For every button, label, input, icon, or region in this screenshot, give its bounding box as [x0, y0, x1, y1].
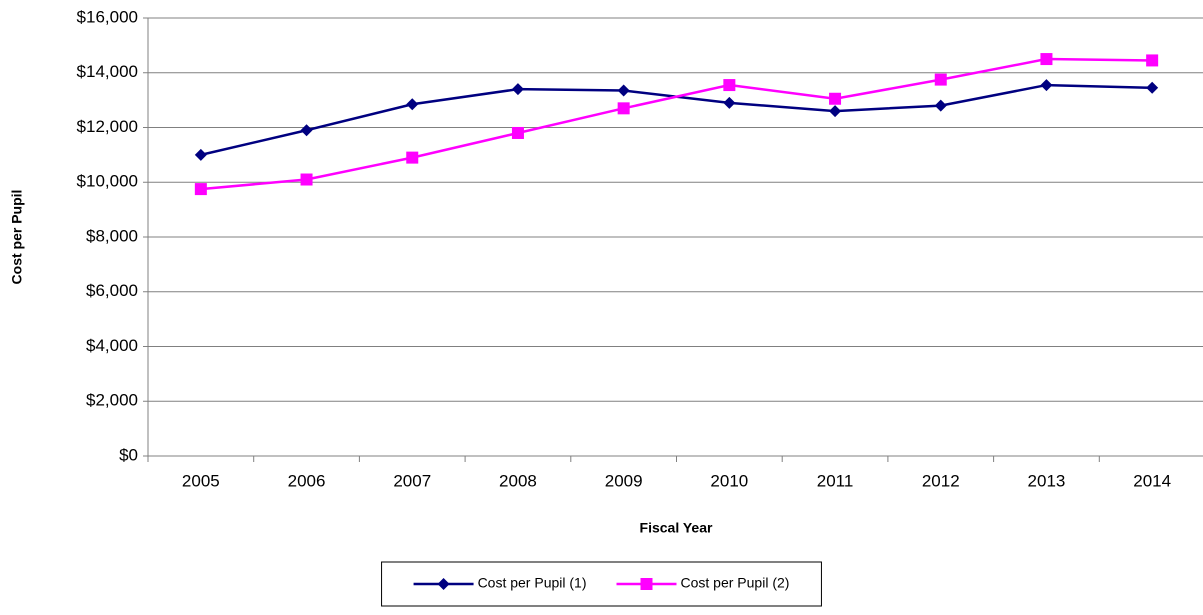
legend-text: Cost per Pupil (2) — [681, 575, 790, 591]
diamond-marker — [406, 98, 419, 111]
y-tick-label: $10,000 — [77, 172, 138, 191]
y-tick-label: $0 — [119, 445, 138, 464]
diamond-marker — [511, 83, 524, 96]
diamond-marker — [617, 84, 630, 97]
x-tick-label: 2013 — [1028, 471, 1066, 490]
square-marker — [406, 151, 419, 164]
x-tick-label: 2009 — [605, 471, 643, 490]
square-marker — [194, 183, 207, 196]
y-tick-label: $14,000 — [77, 62, 138, 81]
x-tick-label: 2005 — [182, 471, 220, 490]
y-tick-label: $6,000 — [86, 281, 138, 300]
x-tick-label: 2011 — [817, 471, 854, 490]
x-tick-label: 2007 — [393, 471, 431, 490]
x-tick-label: 2012 — [922, 471, 960, 490]
x-tick-label: 2014 — [1133, 471, 1171, 490]
y-tick-label: $8,000 — [86, 226, 138, 245]
x-tick-label: 2008 — [499, 471, 537, 490]
y-tick-label: $12,000 — [77, 117, 138, 136]
diamond-marker — [1146, 81, 1159, 94]
square-marker — [829, 92, 842, 105]
y-tick-label: $4,000 — [86, 336, 138, 355]
diamond-marker — [723, 96, 736, 109]
legend-text: Cost per Pupil (1) — [478, 575, 587, 591]
diamond-marker — [300, 124, 313, 137]
diamond-marker — [829, 105, 842, 118]
x-tick-label: 2010 — [710, 471, 748, 490]
series-line — [200, 57, 1153, 191]
square-marker — [300, 173, 313, 186]
diamond-marker — [194, 148, 207, 161]
y-tick-label: $16,000 — [77, 7, 138, 26]
square-marker — [640, 578, 653, 590]
legend: Cost per Pupil (1) Cost per Pupil (2) — [413, 575, 790, 591]
diamond-marker — [437, 578, 450, 590]
x-axis-title: Fiscal Year — [640, 520, 713, 536]
x-tick-label: 2006 — [288, 471, 326, 490]
square-marker — [723, 79, 736, 92]
diamond-marker — [934, 99, 947, 112]
square-marker — [1040, 53, 1053, 66]
diamond-marker — [1040, 79, 1053, 92]
square-marker — [1146, 54, 1159, 67]
y-axis-title: Cost per Pupil — [9, 190, 25, 285]
square-marker — [934, 73, 947, 86]
square-marker — [511, 126, 524, 139]
y-tick-label: $2,000 — [86, 391, 138, 410]
square-marker — [617, 102, 630, 115]
